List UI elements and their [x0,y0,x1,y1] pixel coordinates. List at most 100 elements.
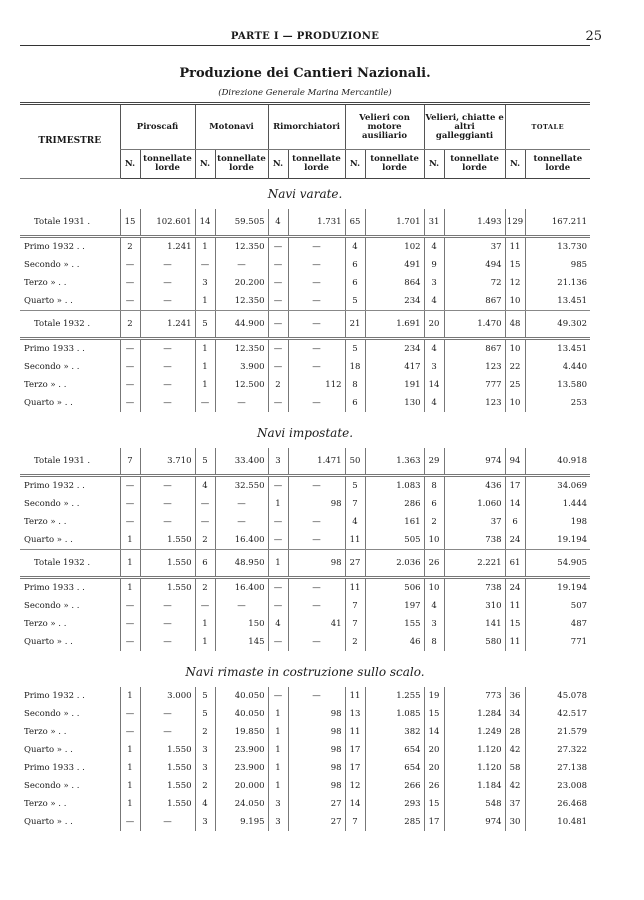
cell-tonnage: 1.550 [139,577,196,597]
cell-count: 10 [504,292,526,311]
cell-count: 2 [423,513,445,531]
cell-tonnage: — [287,687,346,705]
table-row: Quarto » . . — —1 145— —2 46 8 580 11 771 [20,633,591,651]
cell-tonnage: — [214,256,269,274]
header-n: N. [267,149,289,179]
cell-count: 4 [423,292,445,311]
cell-count: 3 [194,759,216,777]
cell-count: 18 [344,358,366,376]
section-title: Navi varate. [267,187,343,201]
cell-count: 13 [344,705,366,723]
cell-tonnage: — [287,597,346,615]
cell-tonnage: 19.194 [524,531,591,550]
cell-tonnage: 12.350 [214,236,269,256]
cell-count: 19 [423,687,445,705]
table-row: Secondo » . . — — — — — —7 197 4 310 11 507 [20,597,591,615]
cell-tonnage: 974 [443,813,506,831]
cell-count: 2 [194,723,216,741]
cell-tonnage: 16.400 [214,577,269,597]
cell-count: 26 [423,777,445,795]
cell-count: 17 [504,475,526,495]
cell-tonnage: 40.918 [524,448,591,477]
cell-count: 6 [423,495,445,513]
cell-count: 94 [504,448,526,477]
header-n: N. [504,149,526,179]
cell-count: — [119,597,140,615]
cell-count: 15 [423,705,445,723]
row-label: Terzo » . . [24,517,67,527]
cell-count: — [267,633,289,651]
cell-tonnage: 40.050 [214,705,269,723]
cell-tonnage: 167.211 [524,209,591,238]
cell-tonnage: 1.184 [443,777,506,795]
cell-tonnage: — [139,274,196,292]
cell-tonnage: 45.078 [524,687,591,705]
cell-tonnage: 37 [443,236,506,256]
cell-tonnage: 98 [287,495,346,513]
cell-tonnage: 494 [443,256,506,274]
table-row: Primo 1932 . . — —4 32.550— —5 1.083 8 436 17 34.… [20,475,591,495]
cell-count: 7 [344,615,366,633]
cell-tonnage: 27 [287,813,346,831]
cell-tonnage: 2.036 [364,549,425,579]
cell-count: 14 [194,209,216,238]
cell-count: — [267,292,289,311]
cell-tonnage: 161 [364,513,425,531]
row-label: Secondo » . . [24,781,80,791]
cell-count: — [119,358,140,376]
cell-tonnage: 1.083 [364,475,425,495]
cell-count: 15 [423,795,445,813]
cell-count: — [119,513,140,531]
cell-tonnage: 1.691 [364,310,425,340]
table-row: Secondo » . . — — — — — —6 491 9 494 15 985 [20,256,591,274]
cell-tonnage: 3.000 [139,687,196,705]
cell-count: 11 [344,531,366,550]
cell-tonnage: 48.950 [214,549,269,579]
cell-tonnage: 19.850 [214,723,269,741]
cell-count: 30 [504,813,526,831]
cell-tonnage: 13.451 [524,338,591,358]
row-label: Secondo » . . [24,499,80,509]
cell-tonnage: 13.580 [524,376,591,394]
cell-count: 20 [423,741,445,759]
cell-count: — [119,256,140,274]
cell-count: 15 [504,615,526,633]
cell-count: 2 [119,310,140,340]
cell-tonnage: 1.550 [139,795,196,813]
cell-tonnage: — [139,633,196,651]
cell-tonnage: 123 [443,358,506,376]
cell-tonnage: — [214,495,269,513]
cell-count: 4 [423,236,445,256]
row-label: Quarto » . . [24,817,73,827]
header-trimestre: TRIMESTRE [20,103,120,179]
header-n: N. [344,149,366,179]
cell-count: 7 [344,495,366,513]
cell-count: 1 [119,531,140,550]
cell-count: 6 [194,549,216,579]
cell-count: 1 [194,236,216,256]
row-label: Primo 1933 . . [24,344,85,354]
spacer [20,831,590,837]
cell-count: — [267,358,289,376]
cell-count: 10 [423,577,445,597]
cell-count: 3 [194,274,216,292]
cell-tonnage: — [139,256,196,274]
cell-count: 3 [267,813,289,831]
cell-tonnage: — [287,236,346,256]
page-number: 25 [585,29,602,44]
cell-tonnage: 12.350 [214,292,269,311]
cell-tonnage: — [139,376,196,394]
cell-count: 8 [344,376,366,394]
cell-count: — [119,338,140,358]
cell-count: 1 [267,495,289,513]
cell-tonnage: — [287,531,346,550]
cell-tonnage: 145 [214,633,269,651]
table-row: Secondo » . . — —1 3.900— —18 417 3 123 22 4.440 [20,358,591,376]
cell-tonnage: 27.322 [524,741,591,759]
cell-tonnage: 985 [524,256,591,274]
cell-count: — [267,475,289,495]
cell-tonnage: — [139,813,196,831]
cell-count: 4 [344,236,366,256]
cell-count: 2 [119,236,140,256]
row-label: Quarto » . . [24,398,73,408]
